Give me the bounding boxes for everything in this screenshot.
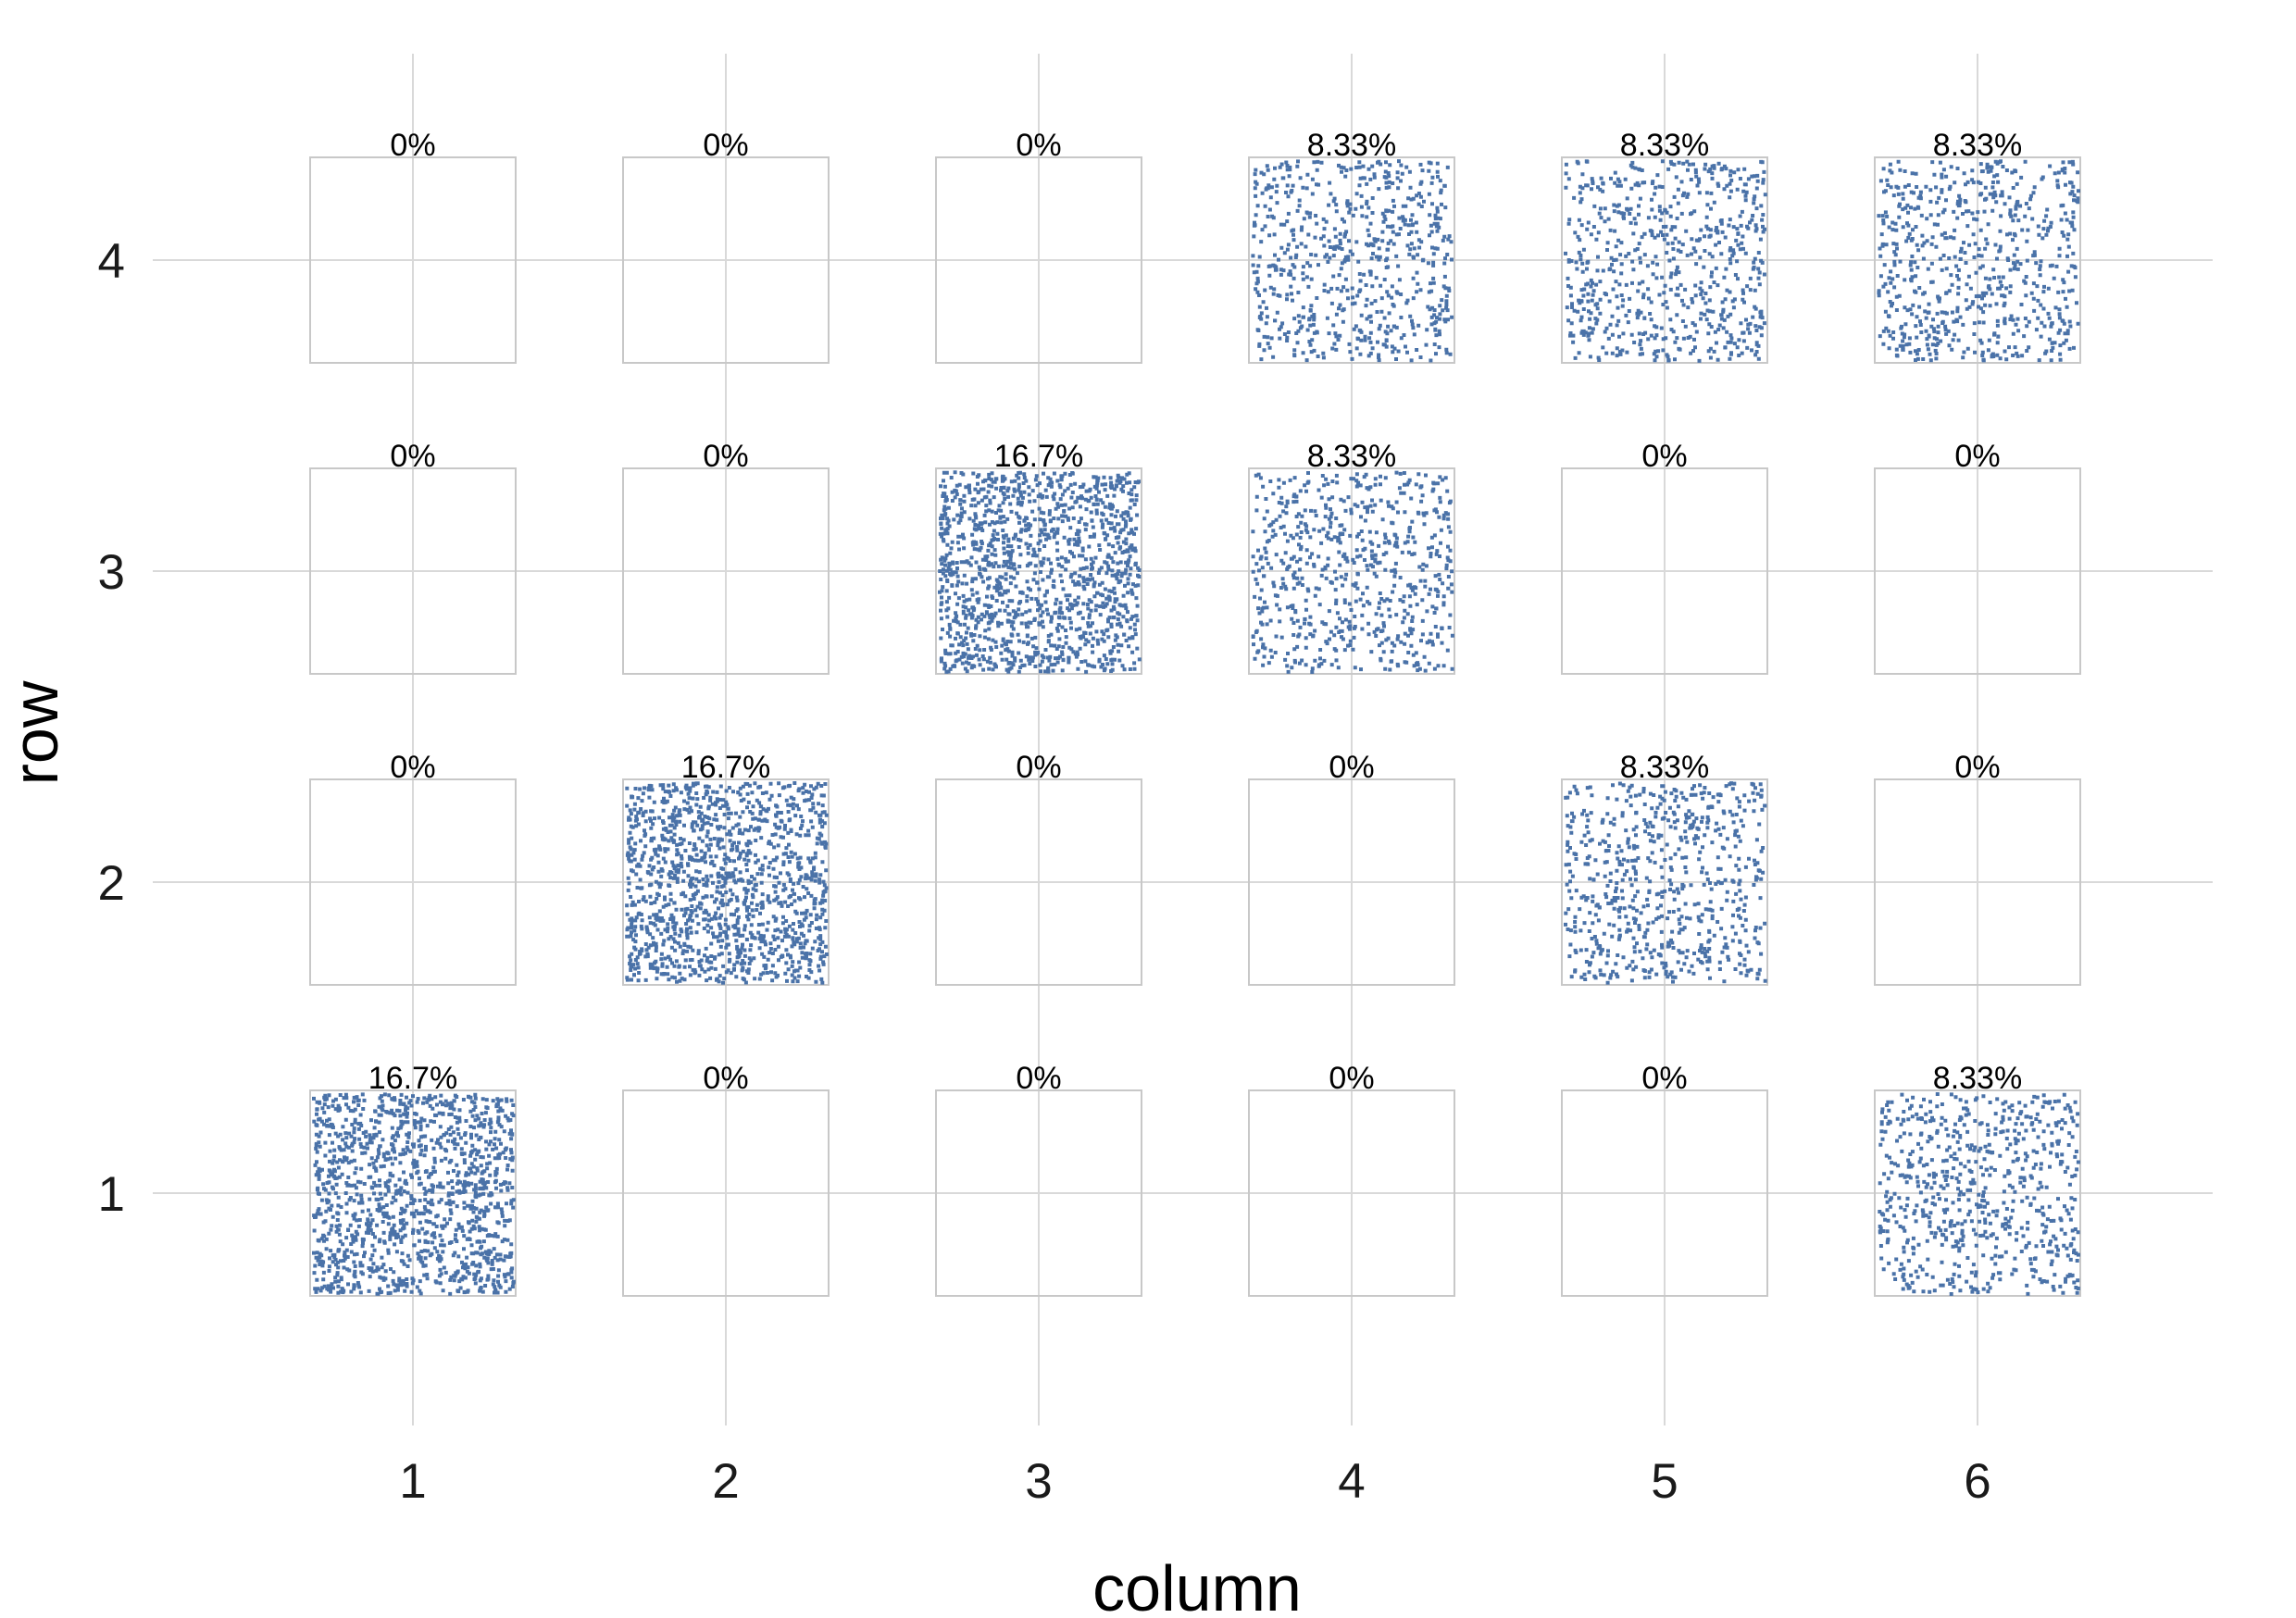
cell-percent-label: 0% [703,439,748,474]
cell-box [622,778,830,986]
heatmap-cell [622,1089,830,1297]
heatmap-cell [1248,156,1455,364]
cell-percent-label: 0% [1954,439,2000,474]
heatmap-cell [309,1089,517,1297]
cell-percent-label: 16.7% [681,750,770,785]
cell-dots [1878,1092,2080,1296]
cell-percent-label: 8.33% [1933,1061,2022,1096]
cell-percent-label: 0% [390,750,435,785]
cell-percent-label: 0% [1329,1061,1374,1096]
heatmap-cell [1874,1089,2081,1297]
y-tick-label: 4 [98,234,125,289]
cell-box [935,778,1142,986]
cell-box [1874,156,2081,364]
heatmap-cell [1874,156,2081,364]
cell-box [935,1089,1142,1297]
cell-percent-label: 0% [390,128,435,163]
cell-percent-label: 8.33% [1620,128,1709,163]
heatmap-cell [1248,778,1455,986]
cell-box [1874,1089,2081,1297]
cell-box [1248,467,1455,675]
cell-box [1874,778,2081,986]
cell-box [309,1089,517,1297]
heatmap-cell [309,467,517,675]
grid-layer [153,54,2213,1425]
cell-percent-label: 0% [1641,439,1687,474]
heatmap-cell [1248,1089,1455,1297]
cell-box [935,156,1142,364]
heatmap-cell [935,156,1142,364]
y-tick-label: 2 [98,856,125,911]
cell-dots [1564,159,1767,363]
cell-box [622,1089,830,1297]
x-axis-title: column [1092,1552,1302,1618]
heatmap-cell [1874,778,2081,986]
heatmap-cell [622,467,830,675]
x-tick-label: 4 [1338,1454,1365,1509]
cell-percent-label: 8.33% [1307,128,1396,163]
heatmap-cell [622,156,830,364]
cell-box [1561,156,1768,364]
heatmap-cell [622,778,830,986]
x-tick-label: 5 [1651,1454,1678,1509]
cell-box [309,156,517,364]
cell-dots [1564,781,1767,985]
heatmap-cell [1561,1089,1768,1297]
labels-layer: 0% 0% 0% 8.33% 8.33% 8.33% 0% 0% 16.7% 8.33% 0% 0% 0… [368,128,2022,1096]
heatmap-cell [1561,778,1768,986]
heatmap-cell [1561,156,1768,364]
cell-percent-label: 8.33% [1307,439,1396,474]
y-axis-title: row [0,680,71,785]
cell-box [1561,467,1768,675]
cell-box [1248,1089,1455,1297]
heatmap-cell [935,778,1142,986]
cell-percent-label: 0% [1016,750,1061,785]
heatmap-cell [935,467,1142,675]
cell-percent-label: 16.7% [994,439,1083,474]
cell-percent-label: 16.7% [368,1061,457,1096]
cell-percent-label: 8.33% [1620,750,1709,785]
cell-box [1248,778,1455,986]
cell-percent-label: 0% [390,439,435,474]
x-tick-label: 1 [399,1454,426,1509]
cell-box [622,467,830,675]
heatmap-cell [935,1089,1142,1297]
cell-dots [1877,159,2080,363]
heatmap-cell [309,778,517,986]
cell-percent-label: 0% [1641,1061,1687,1096]
cell-dots [938,470,1142,674]
heatmap-cell [1874,467,2081,675]
cell-percent-label: 0% [703,1061,748,1096]
cell-box [935,467,1142,675]
x-tick-label: 6 [1964,1454,1990,1509]
cell-box [309,467,517,675]
ticks-layer: 1 2 3 4 5 6 1 2 3 4 [98,234,1991,1509]
heatmap-cell [1561,467,1768,675]
cell-percent-label: 8.33% [1933,128,2022,163]
cell-box [622,156,830,364]
cells-layer [309,156,2081,1297]
cell-percent-label: 0% [1016,1061,1061,1096]
heatmap-cell [309,156,517,364]
y-tick-label: 1 [98,1167,125,1222]
cell-box [1874,467,2081,675]
cell-dots [1251,470,1454,674]
cell-box [1561,1089,1768,1297]
x-tick-label: 2 [712,1454,739,1509]
cell-percent-label: 0% [703,128,748,163]
cell-box [1561,778,1768,986]
x-tick-label: 3 [1025,1454,1052,1509]
cell-box [1248,156,1455,364]
cell-percent-label: 0% [1954,750,2000,785]
cell-dots [312,1092,516,1296]
cell-percent-label: 0% [1016,128,1061,163]
y-tick-label: 3 [98,545,125,600]
cell-dots [625,781,829,985]
cell-percent-label: 0% [1329,750,1374,785]
heatmap-cell [1248,467,1455,675]
cell-box [309,778,517,986]
